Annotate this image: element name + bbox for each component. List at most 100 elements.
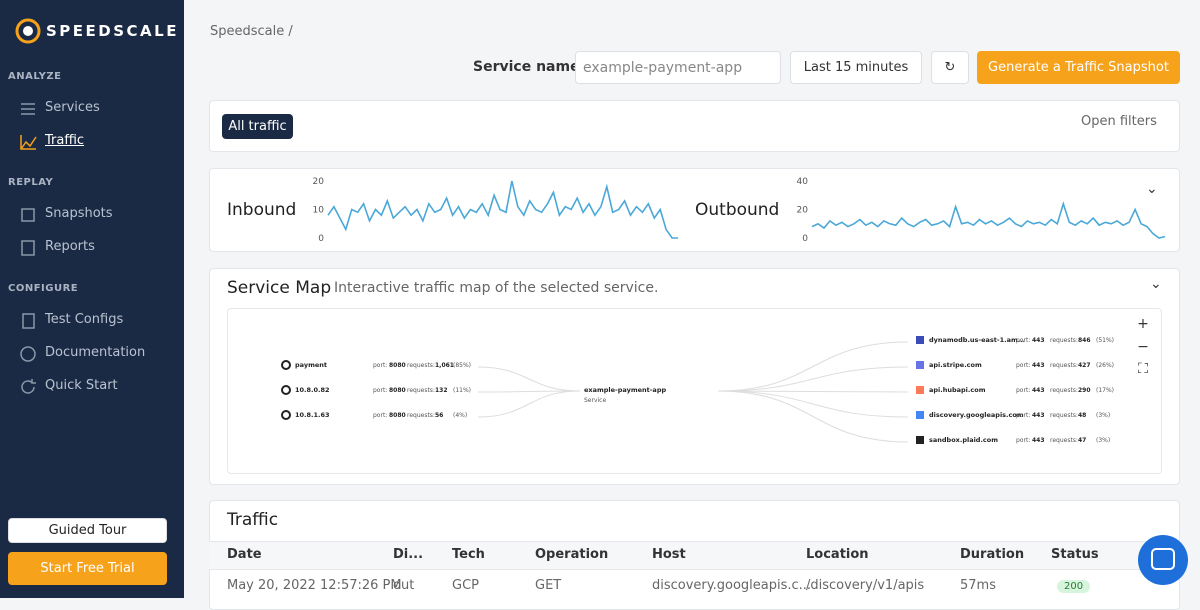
port-label: port: [1016,362,1030,369]
nav-item[interactable]: Quick Start [45,378,118,393]
time-range-button[interactable]: Last 15 minutes [790,51,922,84]
section-title: Traffic [227,510,279,530]
requests-label: requests: [1050,362,1078,369]
map-node-name: sandbox.plaid.com [929,436,998,444]
icon [22,313,35,329]
map-node-name: api.stripe.com [929,361,982,369]
refresh-button[interactable]: ↻ [931,51,969,84]
port: 443 [1032,437,1045,444]
zoom-control: + [1137,316,1149,332]
nav-item[interactable]: Services [45,100,100,115]
map-center-name: example-payment-app [584,386,666,394]
map-node-name: 10.8.0.82 [295,386,330,394]
zoom-control: − [1137,339,1149,355]
table-cell: out [393,578,415,593]
open-filters[interactable]: Open filters [1081,114,1157,129]
requests-label: requests: [407,362,435,369]
share: (85%) [453,362,471,369]
y-tick-label: 40 [797,177,809,187]
section-title: REPLAY [8,177,54,188]
y-tick-label: 0 [802,234,808,244]
map-node-name: discovery.googleapis.com [929,411,1024,419]
map-edge [717,390,909,393]
charts-card [209,168,1180,252]
brand: SPEEDSCALE [46,22,179,40]
share: (26%) [1096,362,1114,369]
filter-tag[interactable]: All traffic [222,114,293,139]
chart-title: Outbound [695,200,780,220]
map-edge [477,366,581,392]
column-header[interactable]: Location [806,547,869,562]
column-header[interactable]: Date [227,547,262,562]
map-edge [717,390,909,443]
column-header[interactable]: Duration [960,547,1025,562]
share: (3%) [1096,437,1110,444]
sidebar: SPEEDSCALE ANALYZE Services Traffic REPL… [0,0,184,598]
port: 443 [1032,387,1045,394]
table-cell: discovery.googleapis.c... [652,578,812,593]
column-header[interactable]: Operation [535,547,609,562]
guided-tour-button[interactable]: Guided Tour [8,518,167,543]
breadcrumb: Speedscale / [210,24,293,39]
section-subtitle: Interactive traffic map of the selected … [334,280,659,296]
chat-button[interactable] [1138,535,1190,587]
y-tick-label: 10 [313,206,325,216]
port-label: port: [1016,412,1030,419]
map-node [916,336,924,344]
port-label: port: [373,412,387,419]
map-edge [477,390,581,418]
share: (4%) [453,412,467,419]
line-series [327,180,678,239]
table-cell: 200 [1057,580,1091,593]
nav-item[interactable]: Test Configs [45,312,124,327]
snapshot-button[interactable]: Generate a Traffic Snapshot [977,51,1180,84]
column-header[interactable]: Tech [452,547,485,562]
requests: 47 [1078,437,1086,444]
table-cell: May 20, 2022 12:57:26 PM [227,578,402,593]
requests: 427 [1078,362,1091,369]
map-node [916,361,924,369]
collapse-chevron[interactable]: ⌄ [1146,181,1158,197]
nav-item[interactable]: Reports [45,239,95,254]
port: 8080 [389,362,406,369]
map-node-name: 10.8.1.63 [295,411,330,419]
nav-item[interactable]: Documentation [45,345,146,360]
nav-item-active[interactable]: Traffic [45,133,85,148]
table-cell: GET [535,578,562,593]
y-tick-label: 20 [313,177,325,187]
chart-title: Inbound [227,200,297,220]
logo-icon [15,18,41,44]
section-title: CONFIGURE [8,283,79,294]
map-node-name: dynamodb.us-east-1.am... [929,336,1025,344]
share: (3%) [1096,412,1110,419]
port-label: port: [373,387,387,394]
map-node [916,411,924,419]
map-node [281,410,291,420]
y-tick-label: 20 [797,206,809,216]
map-center-kind: Service [584,397,606,404]
requests: 290 [1078,387,1091,394]
column-header[interactable]: Di... [393,547,424,562]
port: 443 [1032,362,1045,369]
port: 443 [1032,337,1045,344]
requests-label: requests: [407,387,435,394]
free-trial-button[interactable]: Start Free Trial [8,552,167,585]
service-select[interactable]: example-payment-app [575,51,781,84]
map-node [281,360,291,370]
port-label: port: [1016,387,1030,394]
column-header[interactable]: Status [1051,547,1099,562]
collapse-chevron[interactable]: ⌄ [1150,276,1162,292]
map-node [281,385,291,395]
share: (51%) [1096,337,1114,344]
table-cell: /discovery/v1/apis [806,578,925,593]
breadcrumb-root[interactable]: Speedscale [210,24,285,39]
column-header[interactable]: Host [652,547,686,562]
zoom-control: ⛶ [1138,361,1148,377]
icon [20,135,37,150]
section-title: ANALYZE [8,71,62,82]
icon [21,103,35,115]
share: (17%) [1096,387,1114,394]
requests: 132 [435,387,448,394]
nav-item[interactable]: Snapshots [45,206,113,221]
